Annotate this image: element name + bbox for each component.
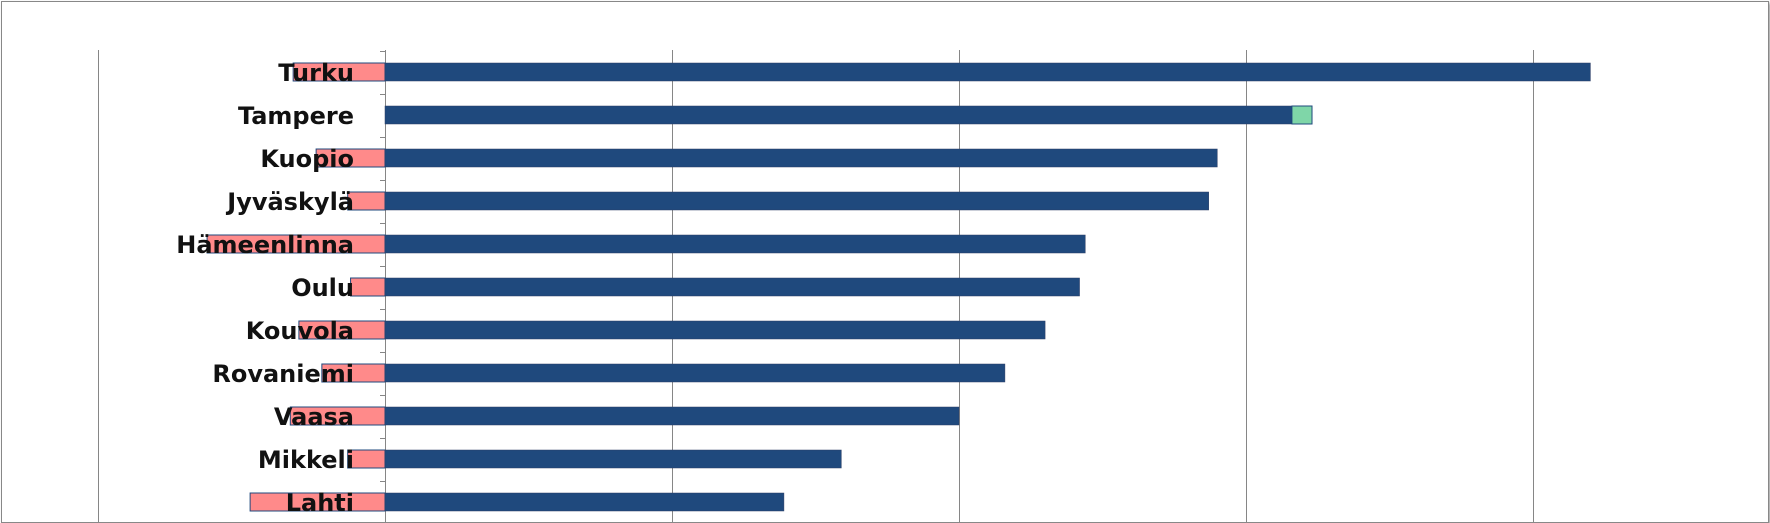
bar-oulu-series-1 — [350, 277, 386, 297]
category-label: Oulu — [291, 274, 354, 302]
bar-turku-series-2 — [384, 62, 1591, 82]
bar-oulu-series-2 — [384, 277, 1080, 297]
bar-hämeenlinna-series-2 — [384, 234, 1086, 254]
category-label: Kuopio — [260, 145, 354, 173]
category-label: Lahti — [286, 489, 354, 517]
bar-rovaniemi-series-2 — [384, 363, 1006, 383]
category-label: Kouvola — [246, 317, 354, 345]
bar-vaasa-series-2 — [384, 406, 960, 426]
bar-jyväskylä-series-2 — [384, 191, 1209, 211]
category-label: Mikkeli — [258, 446, 354, 474]
category-label: Tampere — [238, 102, 354, 130]
bar-kuopio-series-2 — [384, 148, 1218, 168]
category-labels: Turku Tampere Kuopio Jyväskylä Hämeenlinna Ou… — [176, 59, 354, 517]
category-label: Hämeenlinna — [176, 231, 354, 259]
category-label: Rovaniemi — [212, 360, 354, 388]
bar-lahti-series-2 — [384, 492, 785, 512]
category-label: Jyväskylä — [225, 188, 354, 216]
bar-kouvola-series-2 — [384, 320, 1046, 340]
category-label: Vaasa — [274, 403, 354, 431]
bar-tampere-series-2 — [384, 105, 1293, 125]
bars — [206, 62, 1591, 512]
bar-mikkeli-series-2 — [384, 449, 842, 469]
bar-tampere-series-3 — [1291, 105, 1313, 125]
category-label: Turku — [278, 59, 354, 87]
